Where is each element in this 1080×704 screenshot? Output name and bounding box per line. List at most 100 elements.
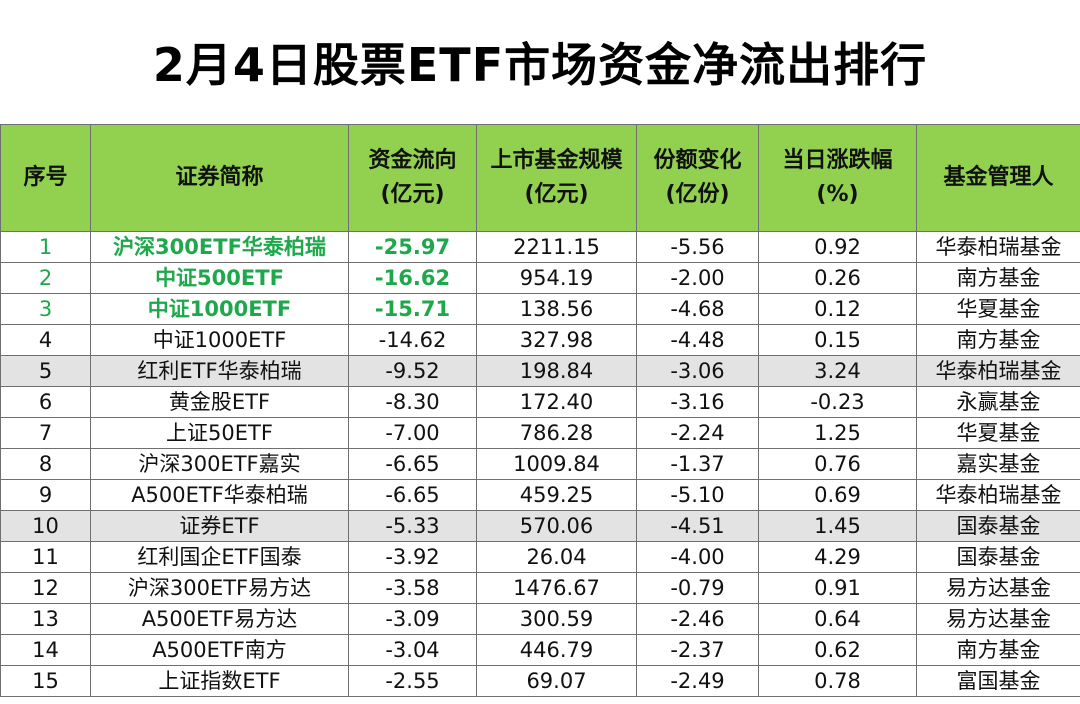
cell-manager: 易方达基金 [916, 603, 1080, 635]
cell-change: 0.76 [758, 448, 917, 480]
cell-rank: 6 [0, 386, 91, 418]
cell-manager: 永赢基金 [916, 386, 1080, 418]
cell-change: -0.23 [758, 386, 917, 418]
cell-manager: 华泰柏瑞基金 [916, 479, 1080, 511]
cell-flow: -3.92 [348, 541, 477, 573]
cell-manager: 嘉实基金 [916, 448, 1080, 480]
cell-share: -2.00 [636, 262, 759, 294]
cell-name: 沪深300ETF嘉实 [90, 448, 349, 480]
header-name: 证券简称 [90, 124, 349, 232]
table-row: 13 A500ETF易方达 -3.09 300.59 -2.46 0.64 易方… [0, 603, 1080, 635]
cell-name: 中证500ETF [90, 262, 349, 294]
cell-scale: 1476.67 [476, 572, 637, 604]
cell-flow: -25.97 [348, 231, 477, 263]
cell-flow: -3.04 [348, 634, 477, 666]
cell-share: -5.56 [636, 231, 759, 263]
cell-flow: -15.71 [348, 293, 477, 325]
cell-rank: 3 [0, 293, 91, 325]
cell-share: -4.68 [636, 293, 759, 325]
header-flow: 资金流向 (亿元) [348, 124, 477, 232]
cell-name: A500ETF南方 [90, 634, 349, 666]
cell-change: 0.15 [758, 324, 917, 356]
table-row: 9 A500ETF华泰柏瑞 -6.65 459.25 -5.10 0.69 华泰… [0, 479, 1080, 511]
cell-change: 0.62 [758, 634, 917, 666]
cell-manager: 华夏基金 [916, 417, 1080, 449]
cell-scale: 327.98 [476, 324, 637, 356]
cell-share: -1.37 [636, 448, 759, 480]
table-row: 12 沪深300ETF易方达 -3.58 1476.67 -0.79 0.91 … [0, 572, 1080, 604]
cell-share: -4.00 [636, 541, 759, 573]
header-rank: 序号 [0, 124, 91, 232]
table-row: 8 沪深300ETF嘉实 -6.65 1009.84 -1.37 0.76 嘉实… [0, 448, 1080, 480]
cell-flow: -5.33 [348, 510, 477, 542]
cell-change: 0.92 [758, 231, 917, 263]
cell-change: 0.64 [758, 603, 917, 635]
cell-change: 0.69 [758, 479, 917, 511]
cell-scale: 954.19 [476, 262, 637, 294]
etf-outflow-table: 序号 证券简称 资金流向 (亿元) 上市基金规模 (亿元) 份额变化 (亿份) 当日涨… [0, 124, 1080, 697]
cell-share: -3.16 [636, 386, 759, 418]
cell-share: -4.51 [636, 510, 759, 542]
cell-flow: -8.30 [348, 386, 477, 418]
cell-name: 红利ETF华泰柏瑞 [90, 355, 349, 387]
cell-rank: 2 [0, 262, 91, 294]
table-header-row: 序号 证券简称 资金流向 (亿元) 上市基金规模 (亿元) 份额变化 (亿份) 当日涨… [0, 124, 1080, 232]
cell-rank: 4 [0, 324, 91, 356]
cell-flow: -16.62 [348, 262, 477, 294]
table-row: 5 红利ETF华泰柏瑞 -9.52 198.84 -3.06 3.24 华泰柏瑞… [0, 355, 1080, 387]
cell-share: -2.37 [636, 634, 759, 666]
cell-rank: 11 [0, 541, 91, 573]
cell-flow: -6.65 [348, 448, 477, 480]
cell-rank: 12 [0, 572, 91, 604]
cell-flow: -3.58 [348, 572, 477, 604]
cell-rank: 9 [0, 479, 91, 511]
cell-scale: 570.06 [476, 510, 637, 542]
cell-share: -4.48 [636, 324, 759, 356]
table-row: 1 沪深300ETF华泰柏瑞 -25.97 2211.15 -5.56 0.92… [0, 231, 1080, 263]
cell-flow: -2.55 [348, 665, 477, 697]
cell-change: 4.29 [758, 541, 917, 573]
cell-rank: 5 [0, 355, 91, 387]
cell-change: 0.91 [758, 572, 917, 604]
cell-flow: -7.00 [348, 417, 477, 449]
cell-share: -5.10 [636, 479, 759, 511]
cell-manager: 国泰基金 [916, 541, 1080, 573]
cell-name: 黄金股ETF [90, 386, 349, 418]
cell-manager: 富国基金 [916, 665, 1080, 697]
cell-manager: 华泰柏瑞基金 [916, 231, 1080, 263]
cell-scale: 138.56 [476, 293, 637, 325]
table-row: 11 红利国企ETF国泰 -3.92 26.04 -4.00 4.29 国泰基金 [0, 541, 1080, 573]
cell-share: -2.24 [636, 417, 759, 449]
cell-rank: 10 [0, 510, 91, 542]
table-row: 3 中证1000ETF -15.71 138.56 -4.68 0.12 华夏基… [0, 293, 1080, 325]
cell-scale: 69.07 [476, 665, 637, 697]
cell-flow: -6.65 [348, 479, 477, 511]
cell-scale: 459.25 [476, 479, 637, 511]
cell-scale: 2211.15 [476, 231, 637, 263]
cell-rank: 13 [0, 603, 91, 635]
cell-name: 上证指数ETF [90, 665, 349, 697]
cell-change: 1.45 [758, 510, 917, 542]
cell-change: 0.12 [758, 293, 917, 325]
table-row: 15 上证指数ETF -2.55 69.07 -2.49 0.78 富国基金 [0, 665, 1080, 697]
cell-name: 中证1000ETF [90, 293, 349, 325]
cell-change: 0.78 [758, 665, 917, 697]
cell-share: -3.06 [636, 355, 759, 387]
cell-rank: 1 [0, 231, 91, 263]
header-scale: 上市基金规模 (亿元) [476, 124, 637, 232]
cell-flow: -9.52 [348, 355, 477, 387]
cell-flow: -14.62 [348, 324, 477, 356]
cell-manager: 华泰柏瑞基金 [916, 355, 1080, 387]
cell-scale: 446.79 [476, 634, 637, 666]
cell-manager: 南方基金 [916, 634, 1080, 666]
cell-name: 红利国企ETF国泰 [90, 541, 349, 573]
cell-scale: 198.84 [476, 355, 637, 387]
cell-scale: 172.40 [476, 386, 637, 418]
cell-name: A500ETF易方达 [90, 603, 349, 635]
cell-rank: 7 [0, 417, 91, 449]
cell-name: A500ETF华泰柏瑞 [90, 479, 349, 511]
cell-manager: 国泰基金 [916, 510, 1080, 542]
cell-manager: 南方基金 [916, 262, 1080, 294]
cell-scale: 1009.84 [476, 448, 637, 480]
table-row: 4 中证1000ETF -14.62 327.98 -4.48 0.15 南方基… [0, 324, 1080, 356]
